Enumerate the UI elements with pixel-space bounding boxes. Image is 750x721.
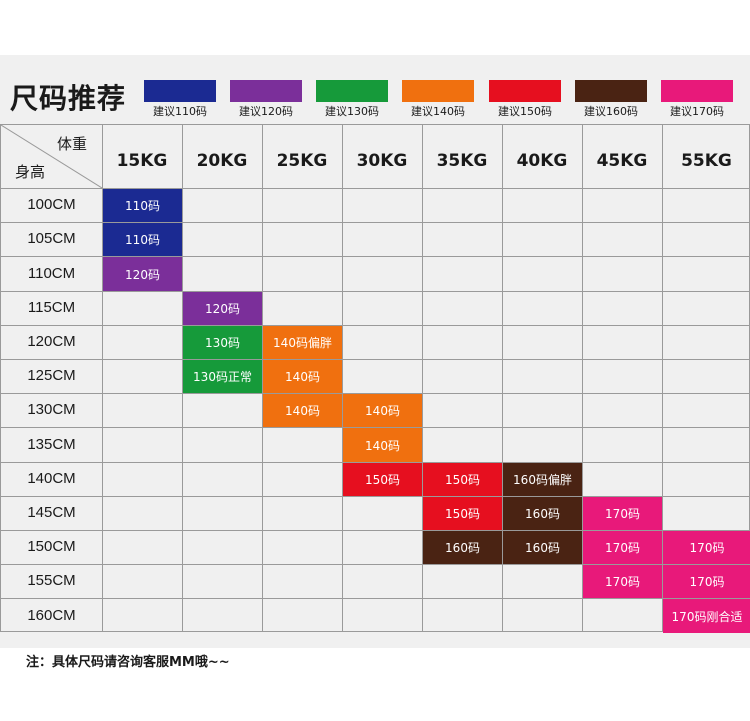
height-header: 105CM xyxy=(27,230,76,247)
legend-swatch xyxy=(489,80,561,102)
size-cell: 170码 xyxy=(583,565,662,598)
grid-column-line xyxy=(582,125,583,631)
height-header: 145CM xyxy=(27,504,76,521)
grid-row-line xyxy=(1,256,749,257)
corner-diagonal xyxy=(1,125,102,188)
size-cell: 140码 xyxy=(263,394,342,427)
grid-column-line xyxy=(502,125,503,631)
size-cell: 120码 xyxy=(183,292,262,325)
grid-column-line xyxy=(182,125,183,631)
weight-header: 35KG xyxy=(436,151,488,171)
legend-label: 建议150码 xyxy=(498,105,552,118)
grid-column-line xyxy=(262,125,263,631)
grid-row-line xyxy=(1,291,749,292)
grid-row-line xyxy=(1,359,749,360)
grid-row-line xyxy=(1,222,749,223)
size-cell: 160码 xyxy=(423,531,502,564)
legend-label: 建议110码 xyxy=(153,105,207,118)
legend-item: 建议150码 xyxy=(489,80,561,122)
size-cell: 130码正常 xyxy=(183,360,262,393)
legend-item: 建议160码 xyxy=(575,80,647,122)
weight-header: 45KG xyxy=(596,151,648,171)
legend-label: 建议170码 xyxy=(670,105,724,118)
size-cell: 150码 xyxy=(423,497,502,530)
height-header: 115CM xyxy=(27,299,76,316)
size-cell: 150码 xyxy=(343,463,422,496)
legend-item: 建议140码 xyxy=(402,80,474,122)
height-header: 100CM xyxy=(27,196,76,213)
size-cell: 110码 xyxy=(103,223,182,256)
grid-row-line xyxy=(1,462,749,463)
height-header: 135CM xyxy=(27,436,76,453)
weight-header: 15KG xyxy=(116,151,168,171)
legend-swatch xyxy=(661,80,733,102)
height-header: 160CM xyxy=(27,607,76,624)
size-cell: 170码 xyxy=(583,531,662,564)
height-header: 150CM xyxy=(27,538,76,555)
height-header: 140CM xyxy=(27,470,76,487)
height-header: 120CM xyxy=(27,333,76,350)
legend-item: 建议170码 xyxy=(661,80,733,122)
weight-header: 20KG xyxy=(196,151,248,171)
weight-header: 30KG xyxy=(356,151,408,171)
legend-swatch xyxy=(402,80,474,102)
size-cell: 140码 xyxy=(343,394,422,427)
size-cell: 170码 xyxy=(663,531,750,564)
grid-row-line xyxy=(1,188,749,189)
height-header: 130CM xyxy=(27,401,76,418)
corner-height-label: 身高 xyxy=(15,163,46,181)
legend-swatch xyxy=(575,80,647,102)
size-cell: 140码 xyxy=(263,360,342,393)
height-header: 155CM xyxy=(27,572,76,589)
legend-label: 建议120码 xyxy=(239,105,293,118)
grid-row-line xyxy=(1,564,749,565)
weight-header: 25KG xyxy=(276,151,328,171)
size-cell: 110码 xyxy=(103,189,182,222)
size-cell: 160码 xyxy=(503,497,582,530)
legend-swatch xyxy=(144,80,216,102)
grid-row-line xyxy=(1,393,749,394)
legend-item: 建议120码 xyxy=(230,80,302,122)
size-cell: 140码 xyxy=(343,428,422,462)
page-title: 尺码推荐 xyxy=(10,82,127,115)
weight-header: 40KG xyxy=(516,151,568,171)
grid-row-line xyxy=(1,427,749,428)
legend-item: 建议110码 xyxy=(144,80,216,122)
grid-column-line xyxy=(342,125,343,631)
size-cell: 140码偏胖 xyxy=(263,326,342,359)
size-table: 体重 身高 15KG 20KG 25KG 30KG 35KG 40KG 45KG 55KG 10… xyxy=(0,124,750,633)
grid-row-line xyxy=(1,325,749,326)
legend-label: 建议160码 xyxy=(584,105,638,118)
height-header: 125CM xyxy=(27,367,76,384)
size-cell: 170码 xyxy=(663,565,750,598)
legend-label: 建议140码 xyxy=(411,105,465,118)
grid-column-line xyxy=(422,125,423,631)
size-cell: 160码 xyxy=(503,531,582,564)
legend-swatch xyxy=(230,80,302,102)
size-cell: 170码刚合适 xyxy=(663,599,750,633)
size-cell: 150码 xyxy=(423,463,502,496)
footnote: 注：具体尺码请咨询客服MM哦~~ xyxy=(26,655,230,670)
grid-column-line xyxy=(102,125,103,631)
size-cell: 130码 xyxy=(183,326,262,359)
grid-row-line xyxy=(1,530,749,531)
corner-weight-label: 体重 xyxy=(57,135,88,153)
grid-row-line xyxy=(1,496,749,497)
size-cell: 160码偏胖 xyxy=(503,463,582,496)
legend-item: 建议130码 xyxy=(316,80,388,122)
legend-swatch xyxy=(316,80,388,102)
legend-label: 建议130码 xyxy=(325,105,379,118)
grid-row-line xyxy=(1,598,749,599)
size-cell: 170码 xyxy=(583,497,662,530)
height-header: 110CM xyxy=(27,265,76,282)
size-cell: 120码 xyxy=(103,257,182,291)
weight-header: 55KG xyxy=(681,151,732,171)
grid-column-line xyxy=(662,125,663,631)
